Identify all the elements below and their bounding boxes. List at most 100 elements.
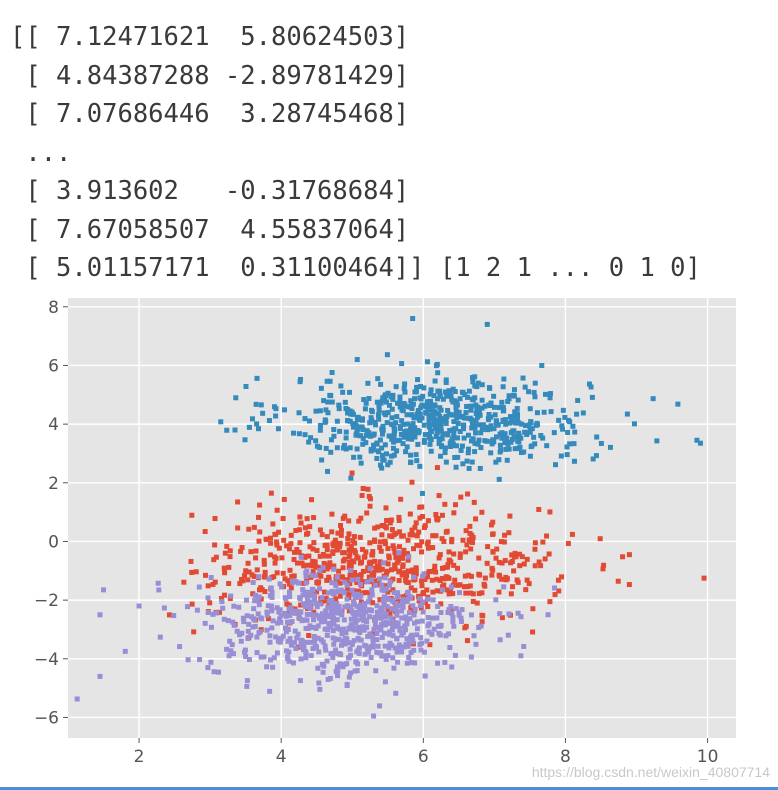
scatter-point — [364, 579, 370, 585]
scatter-point — [372, 579, 378, 585]
scatter-point — [378, 548, 384, 554]
scatter-point — [259, 587, 265, 593]
scatter-point — [404, 573, 410, 579]
scatter-point — [580, 410, 586, 416]
scatter-point — [390, 439, 396, 445]
scatter-point — [425, 518, 431, 524]
scatter-point — [375, 524, 381, 530]
scatter-point — [312, 559, 318, 565]
scatter-point — [323, 445, 329, 451]
scatter-point — [429, 615, 435, 621]
scatter-point — [434, 615, 440, 621]
scatter-point — [368, 655, 374, 661]
scatter-point — [189, 512, 195, 518]
scatter-point — [242, 647, 248, 653]
scatter-point — [361, 618, 367, 624]
scatter-point — [296, 580, 302, 586]
scatter-point — [473, 516, 479, 522]
scatter-point — [296, 644, 302, 650]
scatter-point — [433, 425, 439, 431]
scatter-point — [607, 444, 613, 450]
scatter-point — [344, 681, 350, 687]
scatter-point — [367, 614, 373, 620]
scatter-point — [486, 417, 492, 423]
scatter-point — [391, 546, 397, 552]
scatter-point — [273, 406, 279, 412]
scatter-point — [404, 636, 410, 642]
scatter-point — [438, 610, 444, 616]
scatter-point — [488, 522, 494, 528]
scatter-point — [405, 557, 411, 563]
scatter-point — [378, 381, 384, 387]
scatter-point — [434, 429, 440, 435]
scatter-point — [267, 535, 273, 541]
scatter-point — [571, 441, 577, 447]
scatter-point — [482, 438, 488, 444]
scatter-point — [277, 581, 283, 587]
scatter-point — [331, 543, 337, 549]
scatter-point — [513, 420, 519, 426]
scatter-point — [396, 577, 402, 583]
scatter-point — [469, 438, 475, 444]
scatter-point — [387, 459, 393, 465]
scatter-point — [360, 435, 366, 441]
scatter-point — [283, 613, 289, 619]
scatter-point — [394, 448, 400, 454]
scatter-point — [434, 516, 440, 522]
scatter-point — [297, 540, 303, 546]
scatter-point — [458, 618, 464, 624]
scatter-point — [380, 427, 386, 433]
scatter-point — [555, 577, 561, 583]
scatter-point — [459, 607, 465, 613]
scatter-point — [354, 554, 360, 560]
scatter-point — [364, 619, 370, 625]
scatter-point — [490, 519, 496, 525]
scatter-point — [544, 443, 550, 449]
scatter-point — [354, 603, 360, 609]
scatter-point — [396, 550, 402, 556]
scatter-point — [295, 631, 301, 637]
scatter-point — [400, 555, 406, 561]
scatter-point — [353, 620, 359, 626]
scatter-point — [362, 651, 368, 657]
scatter-point — [344, 586, 350, 592]
scatter-point — [355, 414, 361, 420]
scatter-point — [277, 616, 283, 622]
scatter-point — [356, 518, 362, 524]
scatter-point — [435, 370, 441, 376]
scatter-point — [374, 399, 380, 405]
scatter-point — [248, 632, 254, 638]
scatter-point — [424, 587, 430, 593]
scatter-point — [362, 554, 368, 560]
scatter-point — [212, 579, 218, 585]
scatter-point — [349, 587, 355, 593]
scatter-point — [429, 577, 435, 583]
scatter-point — [518, 450, 524, 456]
scatter-point — [389, 627, 395, 633]
scatter-point — [327, 393, 333, 399]
scatter-point — [413, 520, 419, 526]
scatter-point — [491, 426, 497, 432]
scatter-point — [438, 407, 444, 413]
scatter-point — [368, 415, 374, 421]
scatter-point — [250, 579, 256, 585]
scatter-point — [440, 396, 446, 402]
scatter-point — [449, 397, 455, 403]
scatter-point — [331, 621, 337, 627]
scatter-point — [319, 611, 325, 617]
scatter-point — [367, 565, 373, 571]
scatter-point — [376, 416, 382, 422]
scatter-point — [406, 640, 412, 646]
scatter-point — [452, 577, 458, 583]
scatter-point — [367, 433, 373, 439]
scatter-point — [350, 610, 356, 616]
scatter-point — [479, 619, 485, 625]
scatter-point — [372, 619, 378, 625]
scatter-point — [346, 559, 352, 565]
scatter-point — [421, 422, 427, 428]
scatter-point — [424, 541, 430, 547]
scatter-point — [290, 660, 296, 666]
scatter-point — [304, 516, 310, 522]
scatter-point — [449, 611, 455, 617]
scatter-point — [219, 599, 225, 605]
